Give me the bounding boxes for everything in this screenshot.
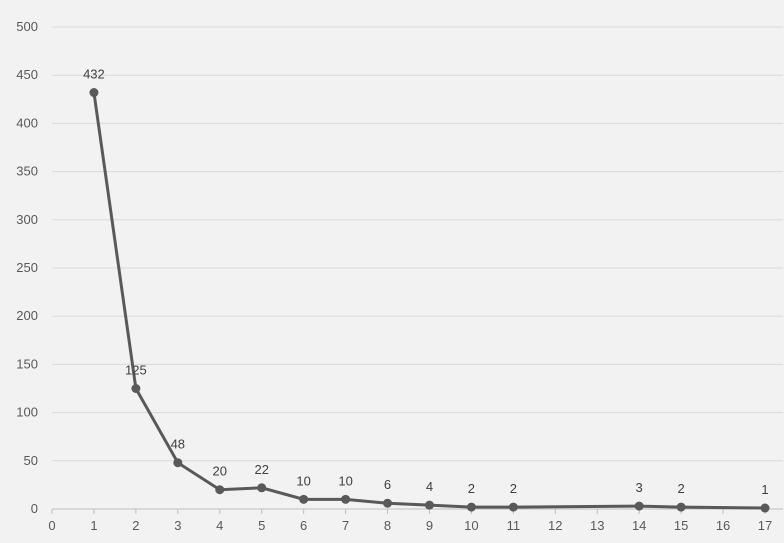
- x-tick-label: 8: [384, 518, 391, 533]
- gridlines: [52, 26, 783, 462]
- x-tick-label: 5: [258, 518, 265, 533]
- data-point: [215, 485, 225, 495]
- y-tick-label: 250: [16, 260, 38, 275]
- data-point: [508, 502, 518, 512]
- axes: [51, 508, 783, 514]
- data-label: 2: [468, 481, 475, 496]
- y-tick-label: 400: [16, 115, 38, 130]
- x-tick-label: 16: [716, 518, 730, 533]
- x-tick-label: 7: [342, 518, 349, 533]
- y-tick-label: 500: [16, 19, 38, 34]
- data-point: [89, 88, 99, 98]
- x-tick-label: 1: [90, 518, 97, 533]
- data-point: [131, 384, 141, 393]
- x-tick-label: 2: [132, 518, 139, 533]
- data-point: [383, 498, 393, 508]
- data-label: 4: [426, 479, 433, 494]
- data-point: [466, 502, 476, 512]
- data-point: [760, 503, 770, 513]
- x-tick-label: 4: [216, 518, 223, 533]
- data-label: 432: [83, 67, 105, 82]
- data-label: 1: [761, 482, 768, 497]
- x-tick-label: 11: [507, 518, 521, 533]
- y-tick-label: 150: [16, 356, 38, 371]
- y-tick-label: 50: [24, 453, 38, 468]
- y-tick-label: 0: [31, 501, 38, 516]
- data-point: [173, 458, 183, 468]
- x-tick-label: 12: [548, 518, 562, 533]
- data-label: 10: [296, 473, 310, 488]
- y-tick-label: 300: [16, 212, 38, 227]
- data-label: 22: [254, 462, 268, 477]
- data-label: 10: [338, 473, 352, 488]
- x-tick-label: 3: [174, 518, 181, 533]
- x-tick-label: 10: [464, 518, 478, 533]
- data-label: 48: [171, 437, 185, 452]
- data-point: [424, 500, 434, 510]
- data-label: 2: [678, 481, 685, 496]
- y-tick-label: 200: [16, 308, 38, 323]
- data-label: 3: [636, 480, 643, 495]
- data-point: [299, 494, 309, 504]
- x-tick-label: 17: [758, 518, 772, 533]
- x-tick-label: 9: [426, 518, 433, 533]
- data-point: [257, 483, 267, 493]
- y-tick-label: 100: [16, 405, 38, 420]
- x-axis-tick-labels: 0 1 2 3 4 5 6 7 8 9 10 11 12 13 14 15 16 17: [48, 518, 772, 533]
- x-tick-label: 0: [48, 518, 55, 533]
- x-tick-label: 15: [674, 518, 688, 533]
- x-tick-label: 6: [300, 518, 307, 533]
- x-tick-label: 14: [632, 518, 646, 533]
- data-point: [341, 494, 351, 504]
- data-point: [634, 501, 644, 511]
- data-label: 2: [510, 481, 517, 496]
- series: [89, 88, 770, 513]
- y-axis-tick-labels: 0 50 100 150 200 250 300 350 400 450 500: [16, 19, 38, 516]
- data-point: [676, 502, 686, 512]
- series-line: [92, 92, 766, 510]
- y-tick-label: 350: [16, 164, 38, 179]
- data-label: 20: [213, 464, 227, 479]
- y-tick-label: 450: [16, 67, 38, 82]
- data-label: 125: [125, 363, 147, 378]
- data-label: 6: [384, 477, 391, 492]
- x-tick-label: 13: [590, 518, 604, 533]
